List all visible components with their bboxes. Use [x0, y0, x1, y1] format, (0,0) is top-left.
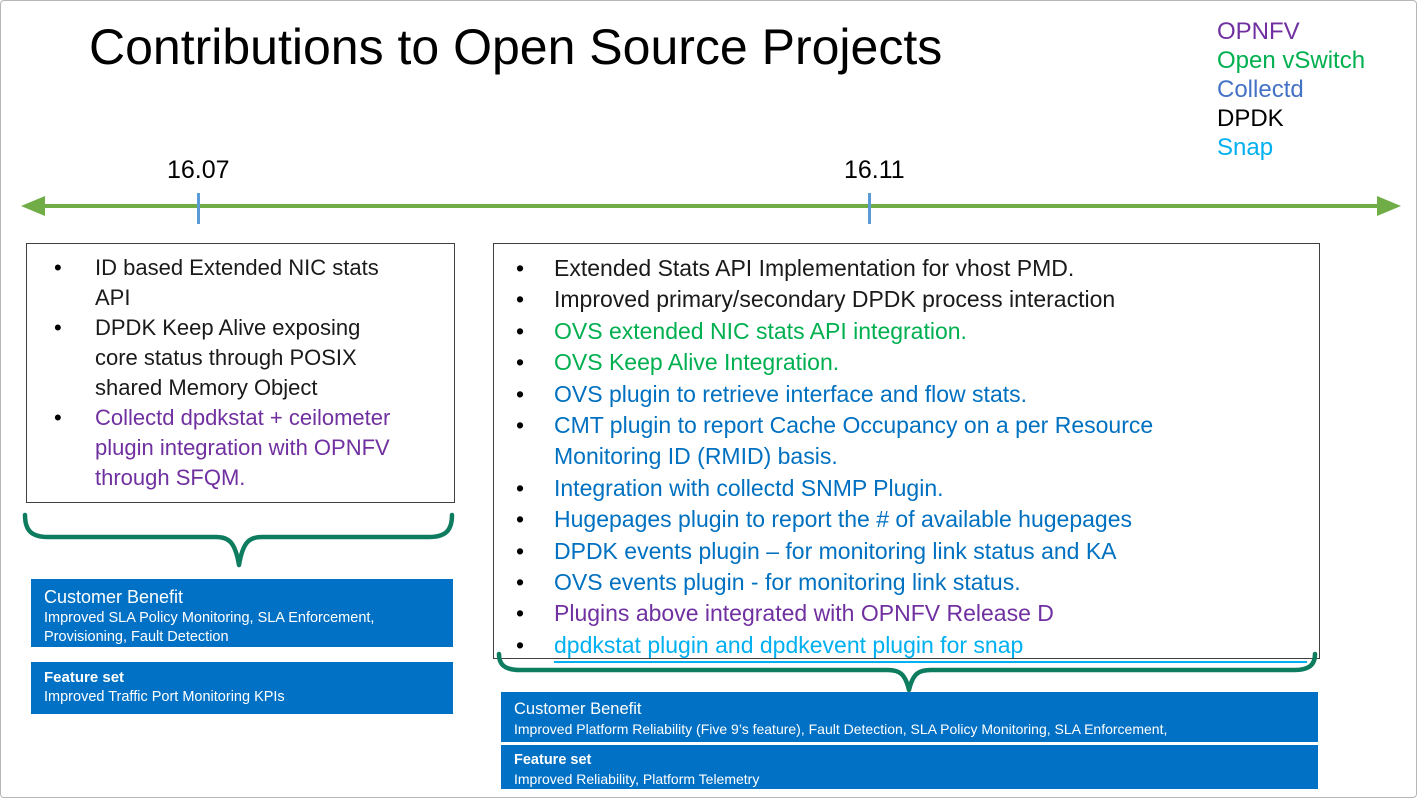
customer-benefit-bar-1607: Customer Benefit Improved SLA Policy Mon…: [31, 579, 453, 647]
bar-title: Customer Benefit: [514, 700, 642, 718]
bar-title: Feature set: [514, 752, 592, 768]
customer-benefit-bar-1611: Customer Benefit Improved Platform Relia…: [501, 692, 1318, 742]
bullet-item: Improved primary/secondary DPDK process …: [494, 284, 1319, 316]
project-legend: OPNFV Open vSwitch Collectd DPDK Snap: [1217, 17, 1365, 162]
bullet-item: dpdkstat plugin and dpdkevent plugin for…: [494, 630, 1319, 664]
release-1607-bullet-list: ID based Extended NIC stats API DPDK Kee…: [27, 244, 454, 493]
bar-title: Feature set: [44, 669, 125, 686]
release-box-1611: Extended Stats API Implementation for vh…: [493, 243, 1320, 664]
bar-text: Improved Reliability, Platform Telemetry: [514, 771, 760, 787]
bullet-item: Extended Stats API Implementation for vh…: [494, 253, 1319, 285]
curly-brace-icon-1611: [496, 651, 1318, 693]
bullet-item: Hugepages plugin to report the # of avai…: [494, 504, 1319, 536]
curly-brace-icon-1607: [22, 512, 455, 568]
bullet-item: Collectd dpdkstat + ceilometer plugin in…: [27, 403, 454, 493]
bar-text: Improved Platform Reliability (Five 9’s …: [514, 721, 1168, 737]
bullet-item: OVS plugin to retrieve interface and flo…: [494, 379, 1319, 411]
bullet-item: OVS extended NIC stats API integration.: [494, 316, 1319, 348]
bullet-item: Plugins above integrated with OPNFV Rele…: [494, 598, 1319, 630]
bullet-item: OVS Keep Alive Integration.: [494, 347, 1319, 379]
feature-set-bar-1607: Feature set Improved Traffic Port Monito…: [31, 662, 453, 714]
bullet-item: DPDK events plugin – for monitoring link…: [494, 536, 1319, 568]
legend-item-dpdk: DPDK: [1217, 105, 1284, 132]
timeline-tick-1607: [197, 193, 200, 224]
legend-item-open-vswitch: Open vSwitch: [1217, 47, 1366, 74]
bullet-item: CMT plugin to report Cache Occupancy on …: [494, 410, 1319, 473]
bullet-item: OVS events plugin - for monitoring link …: [494, 567, 1319, 599]
timeline-arrow-icon: [21, 196, 1401, 216]
legend-item-opnfv: OPNFV: [1217, 18, 1300, 45]
timeline-label-1607: 16.07: [167, 156, 230, 184]
release-box-1607: ID based Extended NIC stats API DPDK Kee…: [26, 243, 455, 503]
feature-set-bar-1611: Feature set Improved Reliability, Platfo…: [501, 745, 1318, 789]
legend-item-snap: Snap: [1217, 134, 1274, 161]
bullet-item: ID based Extended NIC stats API: [27, 253, 454, 313]
bullet-item: DPDK Keep Alive exposing core status thr…: [27, 313, 454, 403]
bullet-item: Integration with collectd SNMP Plugin.: [494, 473, 1319, 505]
legend-item-collectd: Collectd: [1217, 76, 1304, 103]
underlined-bullet-text: dpdkstat plugin and dpdkevent plugin for…: [554, 630, 1307, 664]
bar-text: Improved Traffic Port Monitoring KPIs: [44, 689, 285, 705]
timeline-label-1611: 16.11: [844, 156, 905, 184]
timeline-tick-1611: [868, 193, 871, 224]
bar-title: Customer Benefit: [44, 587, 184, 607]
release-1611-bullet-list: Extended Stats API Implementation for vh…: [494, 244, 1319, 664]
page-title: Contributions to Open Source Projects: [89, 19, 943, 75]
bar-text: Improved SLA Policy Monitoring, SLA Enfo…: [44, 610, 375, 645]
